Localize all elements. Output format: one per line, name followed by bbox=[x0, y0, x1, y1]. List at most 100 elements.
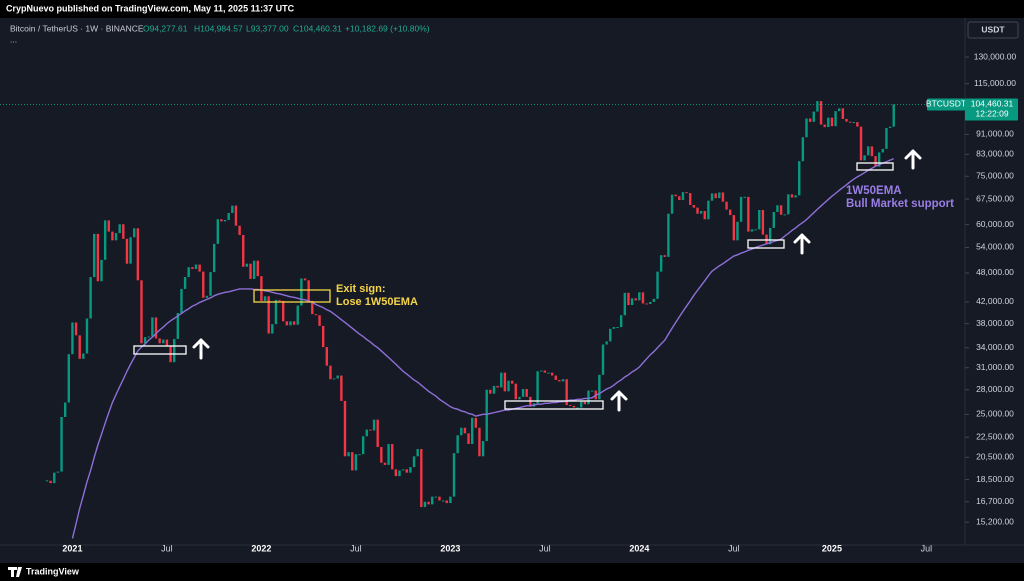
candle bbox=[202, 271, 205, 298]
candle bbox=[569, 405, 572, 407]
price-tag-countdown: 12:22:09 bbox=[975, 109, 1008, 119]
symbol-tag bbox=[927, 98, 965, 111]
candle bbox=[496, 385, 499, 388]
candle bbox=[598, 374, 601, 400]
candle bbox=[107, 220, 110, 232]
candle bbox=[358, 454, 361, 456]
candle bbox=[416, 449, 419, 457]
candle bbox=[888, 126, 892, 129]
candle bbox=[405, 469, 408, 473]
candle bbox=[391, 444, 394, 470]
candle bbox=[223, 219, 227, 222]
candle bbox=[165, 339, 169, 346]
candle bbox=[285, 321, 289, 326]
candle bbox=[162, 339, 165, 344]
x-tick-label: 2024 bbox=[629, 543, 649, 553]
candle bbox=[616, 327, 619, 329]
candle bbox=[300, 278, 303, 306]
candle bbox=[703, 210, 706, 220]
candle bbox=[492, 385, 496, 394]
plot-area bbox=[45, 101, 895, 539]
candle bbox=[45, 480, 49, 482]
candle bbox=[801, 137, 805, 162]
candle bbox=[554, 375, 557, 380]
candle bbox=[747, 196, 750, 232]
candle bbox=[761, 209, 765, 235]
y-tick-label: 31,000.00 bbox=[976, 362, 1014, 372]
y-tick-label: 83,000.00 bbox=[976, 149, 1014, 159]
candle bbox=[689, 193, 692, 205]
candle bbox=[558, 379, 561, 382]
candle bbox=[434, 496, 438, 498]
y-tick-label: 42,000.00 bbox=[976, 296, 1014, 306]
ohlc-low: L93,377.00 bbox=[246, 23, 289, 33]
candle bbox=[576, 407, 579, 409]
currency[interactable]: USDT bbox=[981, 24, 1005, 34]
y-tick-label: 22,500.00 bbox=[976, 431, 1014, 441]
candle bbox=[216, 219, 219, 244]
y-tick-label: 16,700.00 bbox=[976, 496, 1014, 506]
candle bbox=[420, 449, 423, 508]
exit-box bbox=[253, 289, 331, 303]
x-tick-label: 2022 bbox=[251, 543, 271, 553]
candle bbox=[292, 321, 296, 325]
candle bbox=[754, 229, 757, 231]
y-tick-label: 91,000.00 bbox=[976, 129, 1014, 139]
candle bbox=[630, 298, 634, 306]
candle bbox=[133, 228, 136, 238]
candle bbox=[612, 327, 616, 329]
candle bbox=[394, 469, 398, 477]
candle bbox=[303, 278, 307, 281]
arrow-up bbox=[610, 390, 628, 412]
candle bbox=[71, 322, 74, 355]
candle bbox=[336, 375, 339, 379]
candle bbox=[696, 207, 699, 214]
candle bbox=[452, 453, 456, 497]
candle bbox=[667, 213, 670, 257]
candle bbox=[227, 213, 230, 220]
candle bbox=[732, 215, 736, 241]
currency-box[interactable] bbox=[967, 21, 1019, 39]
candle bbox=[372, 419, 376, 431]
symbol-tag-label: BTCUSDT bbox=[926, 99, 966, 109]
candle bbox=[805, 118, 808, 138]
candle bbox=[772, 211, 775, 228]
candle bbox=[82, 353, 85, 359]
x-tick-label: Jul bbox=[161, 543, 173, 553]
candle bbox=[263, 296, 267, 301]
candle bbox=[460, 427, 463, 436]
candle bbox=[790, 194, 794, 198]
y-tick-label: 20,500.00 bbox=[976, 452, 1014, 462]
candle bbox=[685, 192, 688, 194]
candle bbox=[863, 155, 866, 161]
candle bbox=[256, 260, 259, 277]
footer-bar bbox=[0, 563, 1024, 581]
candle bbox=[663, 255, 666, 257]
candle bbox=[456, 435, 459, 454]
candle bbox=[489, 389, 492, 394]
candle bbox=[845, 118, 848, 122]
candle bbox=[187, 267, 190, 278]
candle bbox=[892, 104, 895, 127]
candle bbox=[590, 390, 594, 392]
arrow-up bbox=[192, 338, 210, 360]
candle bbox=[550, 372, 554, 376]
candle bbox=[623, 292, 627, 316]
candle bbox=[314, 314, 318, 316]
candle bbox=[252, 260, 256, 279]
candle bbox=[114, 233, 118, 241]
candle bbox=[67, 354, 71, 403]
candle bbox=[467, 433, 470, 445]
candle bbox=[521, 389, 525, 397]
candle bbox=[103, 220, 107, 260]
legend-more[interactable]: ... bbox=[10, 34, 17, 44]
brand[interactable]: TradingView bbox=[26, 566, 80, 576]
support-box bbox=[133, 345, 187, 355]
candle bbox=[56, 471, 60, 473]
y-tick-label: 34,000.00 bbox=[976, 342, 1014, 352]
exit-note: Exit sign: bbox=[336, 283, 386, 295]
candle bbox=[543, 370, 547, 373]
x-tick-label: 2025 bbox=[822, 543, 842, 553]
candle bbox=[728, 209, 732, 216]
